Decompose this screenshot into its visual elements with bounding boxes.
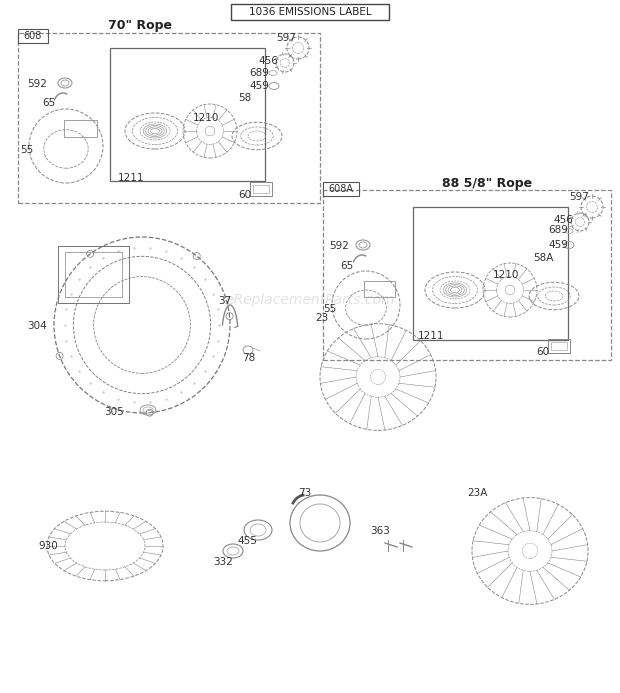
Text: 65: 65	[340, 261, 353, 271]
Text: 608: 608	[24, 31, 42, 41]
Bar	[18, 33, 320, 203]
Text: 1211: 1211	[418, 331, 445, 341]
Bar	[66, 252, 122, 297]
Bar	[64, 120, 97, 137]
Text: 55: 55	[20, 145, 33, 155]
Bar	[413, 207, 568, 340]
Text: 78: 78	[242, 353, 255, 363]
Bar	[18, 29, 48, 43]
Text: 689: 689	[548, 225, 568, 235]
Text: 1210: 1210	[193, 113, 219, 123]
Text: 459: 459	[249, 81, 269, 91]
Bar	[58, 246, 129, 303]
Text: 689: 689	[249, 68, 269, 78]
Bar	[253, 185, 269, 193]
Text: 58: 58	[238, 93, 251, 103]
Text: 55: 55	[323, 304, 336, 314]
Text: 60: 60	[536, 347, 549, 357]
Bar	[250, 182, 272, 196]
Bar	[551, 342, 567, 350]
Text: 1211: 1211	[118, 173, 144, 183]
Text: 37: 37	[218, 296, 231, 306]
Text: 73: 73	[298, 488, 311, 498]
Text: 305: 305	[104, 407, 124, 417]
Bar	[323, 182, 359, 196]
Text: 58A: 58A	[533, 253, 554, 263]
Bar	[323, 190, 611, 360]
Text: 88 5/8" Rope: 88 5/8" Rope	[442, 177, 532, 189]
Text: 597: 597	[276, 33, 296, 43]
Text: 930: 930	[38, 541, 58, 551]
Text: 1210: 1210	[493, 270, 520, 280]
Text: 1036 EMISSIONS LABEL: 1036 EMISSIONS LABEL	[249, 7, 371, 17]
Text: 592: 592	[329, 241, 349, 251]
Bar	[365, 281, 395, 297]
Text: 608A: 608A	[329, 184, 353, 194]
Text: eReplacementParts.com: eReplacementParts.com	[225, 293, 395, 307]
Text: 459: 459	[548, 240, 568, 250]
Text: 65: 65	[42, 98, 55, 108]
Text: 455: 455	[237, 536, 257, 546]
Bar	[231, 4, 389, 20]
Text: 70" Rope: 70" Rope	[108, 19, 172, 33]
Text: 456: 456	[553, 215, 573, 225]
Text: 23: 23	[315, 313, 328, 323]
Text: 23A: 23A	[467, 488, 487, 498]
Text: 597: 597	[569, 192, 589, 202]
Text: 60: 60	[238, 190, 251, 200]
Text: 456: 456	[258, 56, 278, 66]
Bar	[110, 48, 265, 181]
Text: 592: 592	[27, 79, 47, 89]
Text: 332: 332	[213, 557, 233, 567]
Text: 304: 304	[27, 321, 46, 331]
Text: 363: 363	[370, 526, 390, 536]
Bar	[548, 339, 570, 353]
